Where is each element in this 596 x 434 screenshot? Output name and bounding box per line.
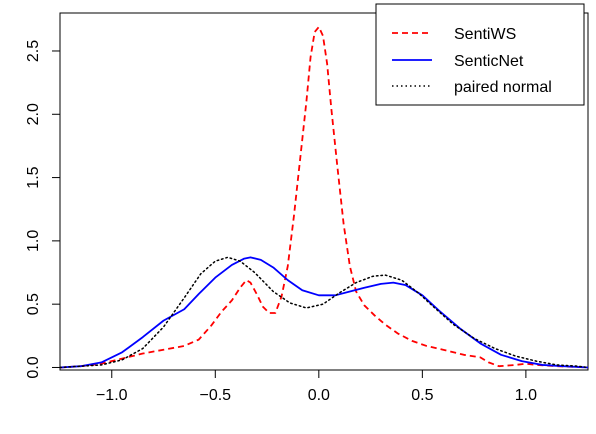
y-tick-label: 2.0 <box>25 103 42 125</box>
x-tick-label: −1.0 <box>96 387 128 404</box>
y-tick-label: 2.5 <box>25 40 42 62</box>
y-tick-label: 1.0 <box>25 230 42 252</box>
x-tick-label: 0.5 <box>411 387 433 404</box>
x-tick-label: 0.0 <box>308 387 330 404</box>
x-tick-label: −0.5 <box>199 387 231 404</box>
y-tick-label: 0.5 <box>25 293 42 315</box>
series-layer <box>59 26 589 369</box>
legend-label-sentiws: SentiWS <box>454 26 516 43</box>
series-line-sentiws <box>59 26 589 369</box>
x-tick-label: 1.0 <box>515 387 537 404</box>
legend: SentiWS SenticNet paired normal <box>375 3 585 106</box>
legend-box <box>375 3 585 106</box>
y-tick-label: 1.5 <box>25 166 42 188</box>
y-axis: 0.0 0.5 1.0 1.5 2.0 2.5 <box>25 40 61 379</box>
series-line-senticnet <box>59 256 589 369</box>
legend-label-paired-normal: paired normal <box>454 79 552 96</box>
series-line-paired-normal <box>59 256 589 369</box>
legend-label-senticnet: SenticNet <box>454 53 524 70</box>
y-tick-label: 0.0 <box>25 356 42 378</box>
x-axis: −1.0 −0.5 0.0 0.5 1.0 <box>96 369 537 404</box>
